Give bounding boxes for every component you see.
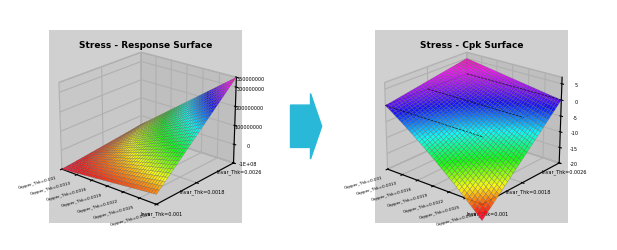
Title: Stress - Response Surface: Stress - Response Surface <box>79 40 212 50</box>
FancyArrow shape <box>291 94 321 159</box>
Title: Stress - Cpk Surface: Stress - Cpk Surface <box>420 40 523 50</box>
